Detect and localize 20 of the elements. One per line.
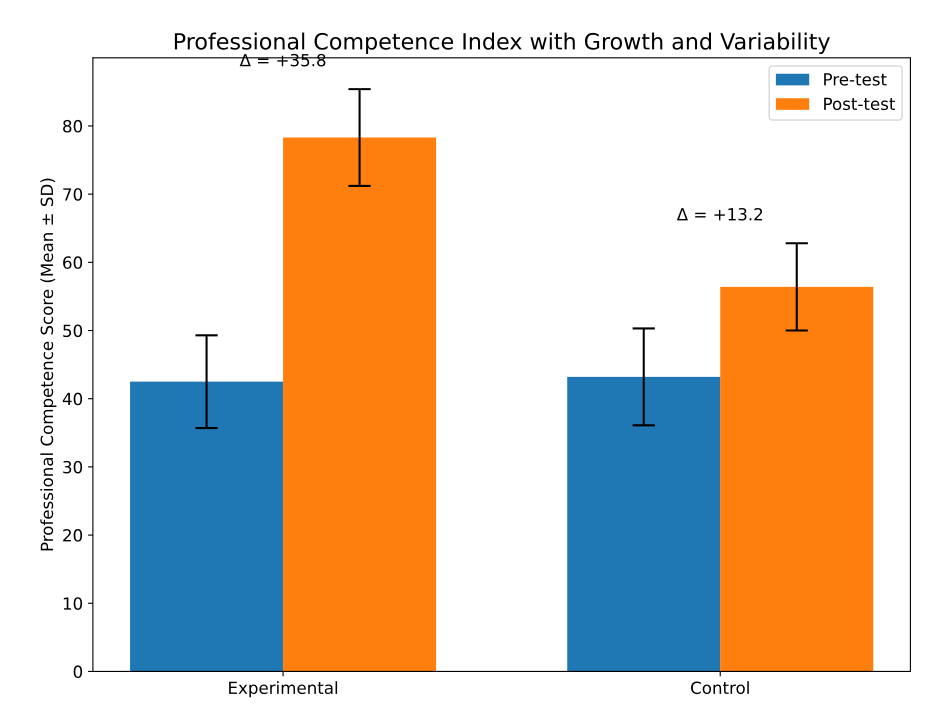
bar: [720, 286, 874, 672]
y-tick-label: 10: [64, 597, 82, 610]
legend-label: Post-test: [824, 98, 896, 110]
legend-label: Pre-test: [824, 73, 887, 86]
annotation: Δ = +13.2: [676, 208, 762, 221]
bar: [130, 382, 284, 672]
x-tick-label: Experimental: [229, 681, 338, 698]
y-tick-label: 20: [63, 529, 82, 542]
bar: [283, 138, 436, 672]
y-axis-title: Professional Competence Score (Mean ± SD): [40, 178, 56, 550]
y-tick-label: 50: [63, 324, 82, 338]
y-tick-label: 70: [63, 188, 82, 201]
y-tick-label: 40: [62, 392, 82, 406]
y-tick-label: 0: [74, 665, 82, 678]
y-tick-label: 80: [63, 120, 82, 133]
y-tick-label: 60: [63, 256, 82, 269]
chart-title: Professional Competence Index with Growth and Variability: [174, 32, 830, 54]
y-tick-label: 30: [63, 460, 82, 474]
x-tick-label: Control: [691, 681, 749, 694]
bar: [567, 376, 720, 672]
